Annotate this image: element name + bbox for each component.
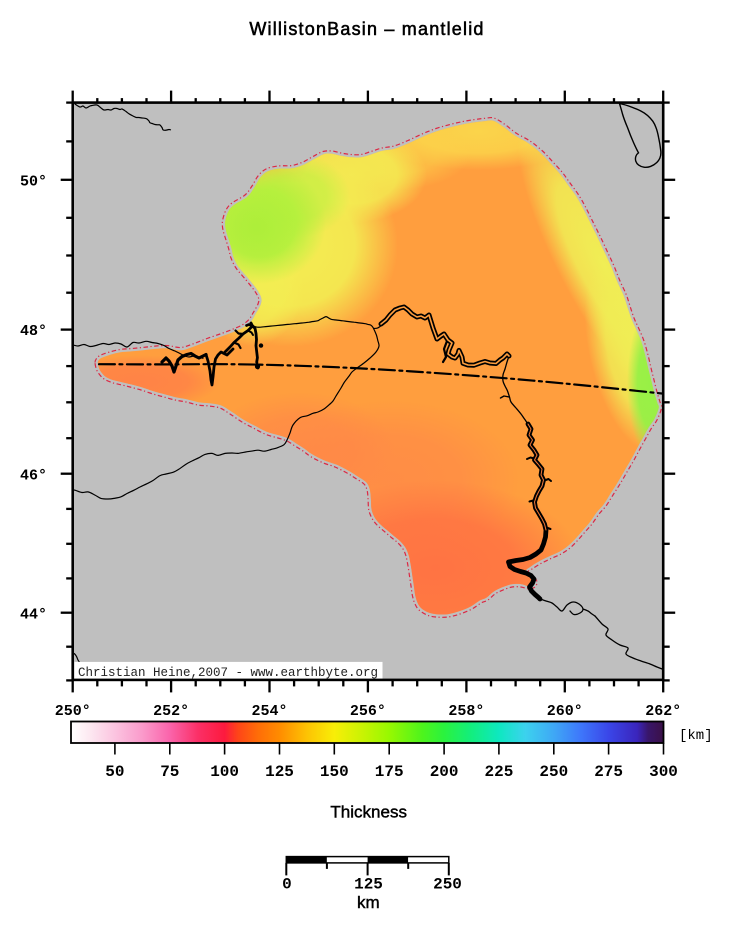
svg-text:250: 250 — [539, 763, 568, 781]
svg-text:252°: 252° — [153, 703, 189, 720]
svg-text:200: 200 — [430, 763, 459, 781]
svg-text:256°: 256° — [350, 703, 386, 720]
svg-text:Christian Heine,2007 - www.ear: Christian Heine,2007 - www.earthbyte.org — [78, 666, 378, 680]
svg-text:250: 250 — [433, 876, 462, 894]
svg-text:0: 0 — [282, 876, 292, 894]
svg-text:260°: 260° — [547, 703, 583, 720]
svg-text:175: 175 — [375, 763, 404, 781]
svg-text:225: 225 — [484, 763, 513, 781]
svg-text:50: 50 — [105, 763, 124, 781]
svg-text:WillistonBasin – mantlelid: WillistonBasin – mantlelid — [249, 19, 484, 39]
svg-text:275: 275 — [594, 763, 623, 781]
svg-text:125: 125 — [265, 763, 294, 781]
svg-text:250°: 250° — [55, 703, 91, 720]
svg-text:254°: 254° — [251, 703, 287, 720]
svg-text:125: 125 — [354, 876, 383, 894]
svg-text:km: km — [357, 893, 380, 912]
svg-text:[km]: [km] — [679, 728, 713, 744]
svg-text:300: 300 — [649, 763, 678, 781]
svg-text:150: 150 — [320, 763, 349, 781]
svg-text:100: 100 — [210, 763, 239, 781]
svg-text:262°: 262° — [645, 703, 681, 720]
svg-text:48°: 48° — [20, 323, 47, 340]
svg-text:50°: 50° — [20, 173, 47, 190]
svg-text:258°: 258° — [448, 703, 484, 720]
svg-text:Thickness: Thickness — [330, 803, 407, 822]
svg-text:44°: 44° — [20, 606, 47, 623]
svg-text:46°: 46° — [20, 467, 47, 484]
svg-text:75: 75 — [160, 763, 179, 781]
